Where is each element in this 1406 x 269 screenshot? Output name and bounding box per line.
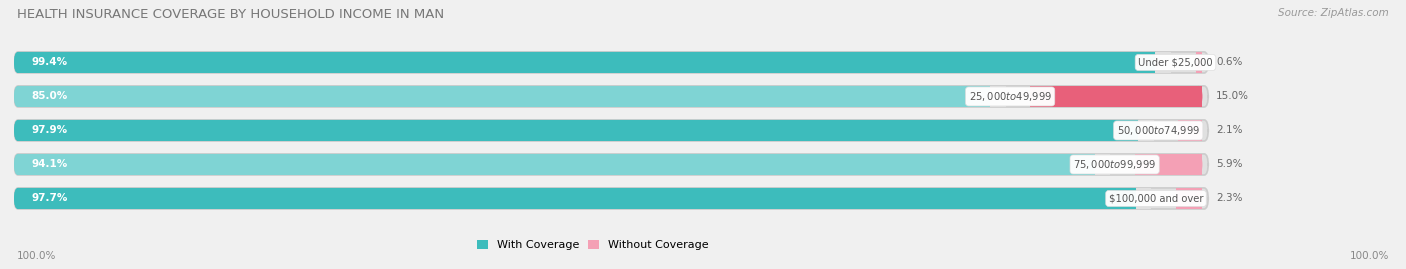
Bar	[1195, 52, 1202, 73]
Bar	[1136, 188, 1152, 209]
FancyBboxPatch shape	[14, 86, 1208, 107]
Bar	[1139, 120, 1154, 141]
Bar	[18, 154, 1094, 175]
Text: HEALTH INSURANCE COVERAGE BY HOUSEHOLD INCOME IN MAN: HEALTH INSURANCE COVERAGE BY HOUSEHOLD I…	[17, 8, 444, 21]
FancyBboxPatch shape	[14, 188, 1208, 209]
FancyBboxPatch shape	[1195, 188, 1202, 209]
Text: 94.1%: 94.1%	[31, 160, 67, 169]
FancyBboxPatch shape	[14, 188, 1140, 209]
Text: 85.0%: 85.0%	[31, 91, 67, 101]
Text: 0.6%: 0.6%	[1216, 58, 1243, 68]
FancyBboxPatch shape	[14, 86, 22, 107]
FancyBboxPatch shape	[14, 188, 22, 209]
Legend: With Coverage, Without Coverage: With Coverage, Without Coverage	[472, 236, 713, 255]
Text: Source: ZipAtlas.com: Source: ZipAtlas.com	[1278, 8, 1389, 18]
FancyBboxPatch shape	[14, 154, 1098, 175]
Text: 2.1%: 2.1%	[1216, 125, 1243, 136]
Bar	[18, 188, 1136, 209]
Text: Under $25,000: Under $25,000	[1139, 58, 1213, 68]
Bar	[18, 52, 1156, 73]
Bar	[1031, 86, 1202, 107]
Text: 15.0%: 15.0%	[1216, 91, 1250, 101]
Bar	[1156, 52, 1171, 73]
Text: 97.9%: 97.9%	[31, 125, 67, 136]
FancyBboxPatch shape	[14, 52, 1208, 73]
Bar	[990, 86, 1005, 107]
Bar	[1175, 188, 1202, 209]
FancyBboxPatch shape	[14, 120, 1208, 141]
Text: 5.9%: 5.9%	[1216, 160, 1243, 169]
Text: $50,000 to $74,999: $50,000 to $74,999	[1116, 124, 1199, 137]
Text: 100.0%: 100.0%	[1350, 251, 1389, 261]
Text: $100,000 and over: $100,000 and over	[1109, 193, 1204, 203]
Bar	[1094, 154, 1111, 175]
FancyBboxPatch shape	[1195, 154, 1202, 175]
Text: 100.0%: 100.0%	[17, 251, 56, 261]
FancyBboxPatch shape	[14, 120, 1142, 141]
Text: $25,000 to $49,999: $25,000 to $49,999	[969, 90, 1052, 103]
FancyBboxPatch shape	[1195, 52, 1202, 73]
FancyBboxPatch shape	[14, 52, 1160, 73]
FancyBboxPatch shape	[14, 154, 1208, 175]
Text: 2.3%: 2.3%	[1216, 193, 1243, 203]
Bar	[18, 120, 1139, 141]
FancyBboxPatch shape	[14, 86, 994, 107]
FancyBboxPatch shape	[1195, 120, 1202, 141]
Text: $75,000 to $99,999: $75,000 to $99,999	[1073, 158, 1156, 171]
Bar	[18, 86, 990, 107]
FancyBboxPatch shape	[1195, 86, 1202, 107]
Bar	[1135, 154, 1202, 175]
FancyBboxPatch shape	[14, 120, 22, 141]
Text: 99.4%: 99.4%	[31, 58, 67, 68]
FancyBboxPatch shape	[14, 154, 22, 175]
Text: 97.7%: 97.7%	[31, 193, 67, 203]
Bar	[1178, 120, 1202, 141]
FancyBboxPatch shape	[14, 52, 22, 73]
